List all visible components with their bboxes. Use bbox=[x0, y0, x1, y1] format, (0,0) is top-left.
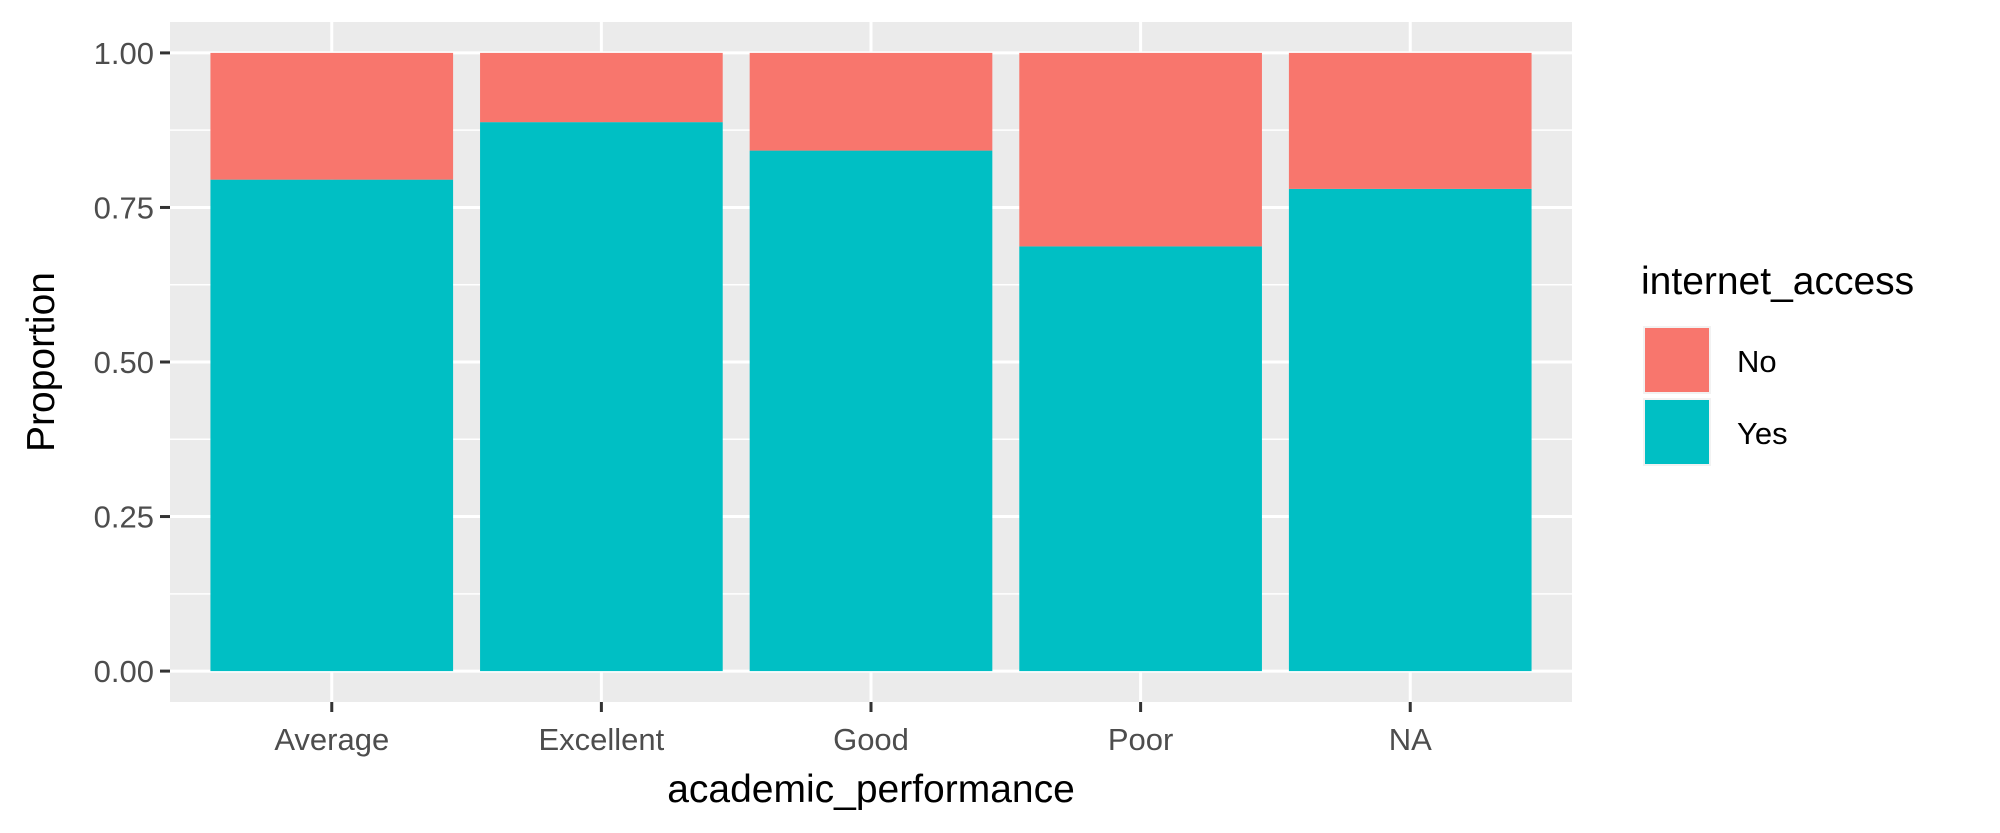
y-tick-label: 0.25 bbox=[94, 500, 154, 535]
y-tick-label: 0.00 bbox=[94, 654, 154, 689]
y-tick-label: 0.75 bbox=[94, 190, 154, 225]
legend: internet_access No Yes bbox=[1641, 260, 1914, 466]
x-tick-label: Excellent bbox=[538, 722, 664, 757]
legend-swatch-yes bbox=[1645, 400, 1709, 464]
x-axis: Average Excellent Good Poor NA bbox=[274, 702, 1432, 757]
x-tick-label: Poor bbox=[1108, 722, 1173, 757]
bar-poor-no bbox=[1019, 52, 1262, 247]
legend-swatch-no bbox=[1645, 328, 1709, 392]
y-tick-label: 1.00 bbox=[94, 36, 154, 71]
legend-title: internet_access bbox=[1641, 260, 1914, 303]
bar-poor-yes bbox=[1019, 246, 1262, 672]
bar-average-yes bbox=[210, 179, 454, 672]
bar-good-yes bbox=[749, 150, 993, 672]
legend-label-no: No bbox=[1737, 344, 1777, 379]
y-axis: 0.00 0.25 0.50 0.75 1.00 bbox=[94, 36, 170, 689]
y-tick-label: 0.50 bbox=[94, 345, 154, 380]
bar-na-yes bbox=[1288, 188, 1532, 672]
x-tick-label: Good bbox=[833, 722, 909, 757]
x-tick-label: Average bbox=[274, 722, 389, 757]
bar-na-no bbox=[1288, 52, 1532, 189]
x-axis-title: academic_performance bbox=[667, 768, 1075, 811]
bars bbox=[210, 52, 1532, 672]
bar-excellent-no bbox=[480, 52, 723, 123]
bar-excellent-yes bbox=[480, 122, 723, 672]
x-tick-label: NA bbox=[1389, 722, 1432, 757]
legend-label-yes: Yes bbox=[1737, 416, 1788, 451]
bar-good-no bbox=[749, 52, 993, 151]
y-axis-title: Proportion bbox=[20, 272, 63, 452]
bar-average-no bbox=[210, 52, 454, 180]
